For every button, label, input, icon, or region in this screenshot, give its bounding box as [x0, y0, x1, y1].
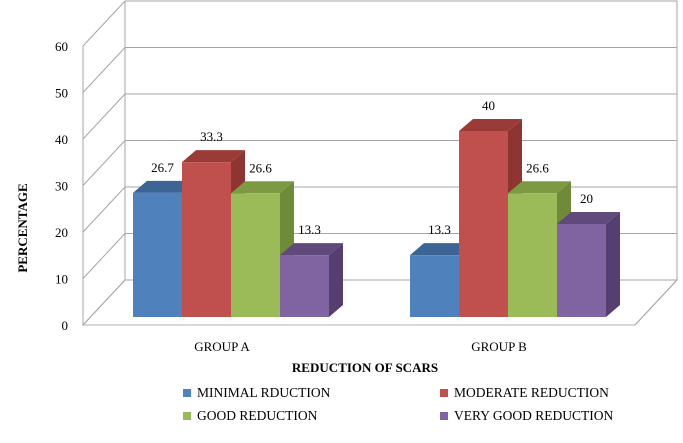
x-category-label: GROUP A [194, 339, 250, 354]
bar-top [231, 181, 294, 194]
legend-label-minimal: MINIMAL RDUCTION [197, 385, 331, 400]
y-tick-label: 30 [55, 179, 68, 194]
legend-item-good: GOOD REDUCTION [183, 408, 317, 424]
data-label: 20 [580, 191, 593, 206]
bar-front [231, 193, 280, 317]
data-labels: 26.7 33.3 26.6 13.3 13.3 40 26.6 20 [151, 98, 593, 237]
legend-swatch-very-good [440, 412, 448, 420]
bar-front [459, 131, 508, 317]
side-gridline [82, 93, 126, 140]
bar-front [133, 192, 182, 317]
floor-right-edge [634, 279, 678, 326]
y-tick-label: 40 [55, 132, 68, 147]
data-label: 26.6 [526, 160, 549, 175]
bar-front [557, 224, 606, 317]
bar-side [606, 212, 620, 317]
bar-front [508, 193, 557, 317]
legend-swatch-minimal [183, 389, 191, 397]
side-gridline [82, 186, 126, 233]
side-gridline [82, 0, 126, 47]
bar-top [182, 150, 245, 163]
bar-top [410, 243, 473, 256]
bar-top [508, 181, 571, 194]
bar-top [557, 212, 620, 224]
y-tick-label: 60 [55, 39, 68, 54]
legend-label-very-good: VERY GOOD REDUCTION [454, 408, 614, 423]
bar-front [410, 255, 459, 317]
data-label: 40 [482, 98, 495, 113]
bar-top [280, 243, 343, 256]
legend-item-very-good: VERY GOOD REDUCTION [440, 408, 613, 424]
bar [280, 243, 343, 317]
legend-item-minimal: MINIMAL RDUCTION [183, 385, 330, 401]
side-gridline [82, 140, 126, 186]
data-label: 33.3 [200, 129, 223, 144]
x-axis-title: REDUCTION OF SCARS [292, 360, 438, 375]
legend: MINIMAL RDUCTION MODERATE REDUCTION GOOD… [0, 383, 683, 443]
bar-side [329, 243, 343, 317]
legend-label-good: GOOD REDUCTION [197, 408, 318, 423]
x-axis-categories: GROUP A GROUP B [194, 339, 527, 354]
y-tick-label: 0 [62, 318, 69, 333]
y-tick-label: 50 [55, 86, 68, 101]
y-axis-title: PERCENTAGE [15, 183, 30, 272]
legend-swatch-good [183, 412, 191, 420]
bars [133, 119, 620, 317]
data-label: 13.3 [428, 222, 451, 237]
side-gridline [82, 47, 126, 93]
data-label: 13.3 [298, 222, 321, 237]
bar-top [133, 180, 196, 193]
bar [231, 181, 294, 317]
legend-label-moderate: MODERATE REDUCTION [454, 385, 609, 400]
bar-front [182, 162, 231, 317]
side-gridline [82, 279, 126, 326]
legend-swatch-moderate [440, 389, 448, 397]
bar-chart: 0 10 20 30 40 50 60 26.7 33.3 26.6 13.3 13.3 40 26.6… [15, 0, 679, 375]
y-tick-label: 10 [55, 272, 68, 287]
bar [557, 212, 620, 317]
data-label: 26.7 [151, 160, 174, 175]
bar-top [459, 119, 522, 131]
bar-front [280, 255, 329, 317]
side-gridline [82, 233, 126, 279]
legend-item-moderate: MODERATE REDUCTION [440, 385, 609, 401]
x-category-label: GROUP B [471, 339, 527, 354]
data-label: 26.6 [249, 160, 272, 175]
y-axis-ticks: 0 10 20 30 40 50 60 [55, 39, 68, 333]
y-tick-label: 20 [55, 225, 68, 240]
